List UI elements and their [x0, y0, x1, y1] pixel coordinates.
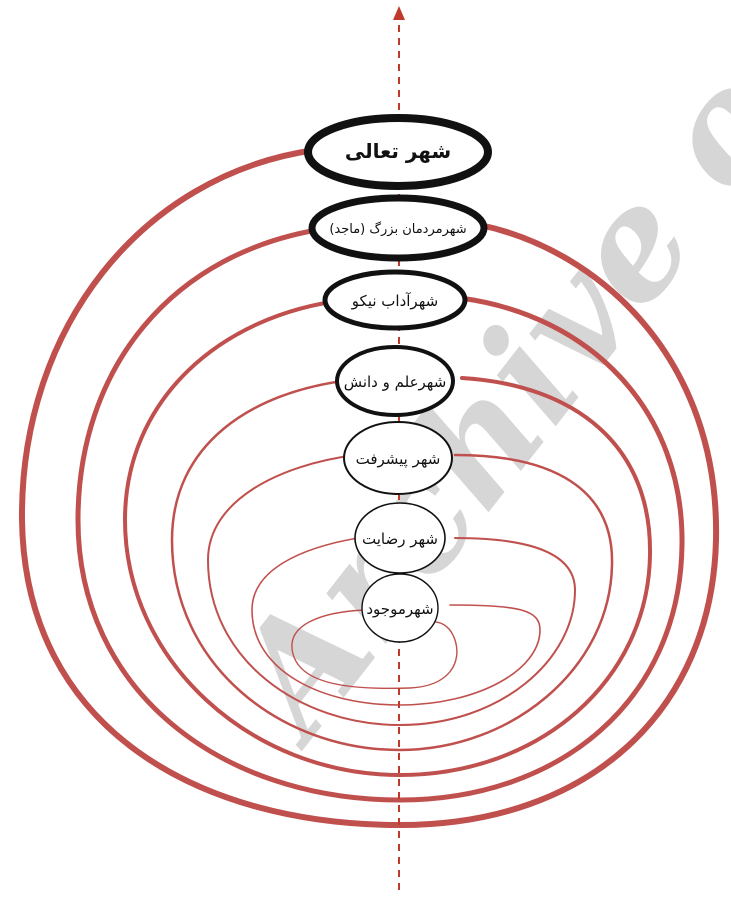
spiral-ring-6 — [251, 537, 541, 706]
node-ellipse — [335, 345, 455, 417]
node-3: شهرعلم و دانش — [335, 345, 455, 417]
node-label: شهرعلم و دانش — [344, 373, 447, 391]
node-label: شهرآداب نیکو — [351, 292, 438, 310]
node-label: شهر تعالی — [345, 139, 451, 163]
spiral-ring-2 — [75, 225, 685, 803]
node-4: شهرآداب نیکو — [322, 269, 468, 331]
node-ellipse — [361, 573, 439, 643]
node-1: شهر رضایت — [354, 502, 446, 574]
watermark-text: Archive of — [191, 0, 731, 774]
node-ellipse — [308, 194, 488, 262]
node-label: شهر پیشرفت — [356, 450, 441, 469]
node-ellipse — [354, 502, 446, 574]
node-0: شهرموجود — [361, 573, 439, 643]
node-label: شهرموجود — [366, 600, 433, 618]
node-ellipse — [304, 114, 492, 190]
spiral-ring-5 — [206, 454, 577, 727]
node-label: شهرمردمان بزرگ (ماجد) — [329, 220, 466, 237]
node-label: شهر رضایت — [362, 530, 438, 548]
spiral-ring-3 — [122, 298, 653, 778]
axis-arrowhead-icon — [393, 6, 405, 20]
spiral-ring-1 — [18, 147, 720, 829]
node-ellipse — [322, 269, 468, 331]
node-6: شهر تعالی — [304, 114, 492, 190]
spiral-rings — [18, 147, 720, 829]
spiral-ring-4 — [170, 378, 614, 752]
spiral-ring-7 — [291, 609, 458, 690]
node-ellipse — [343, 421, 453, 495]
node-2: شهر پیشرفت — [343, 421, 453, 495]
node-5: شهرمردمان بزرگ (ماجد) — [308, 194, 488, 262]
